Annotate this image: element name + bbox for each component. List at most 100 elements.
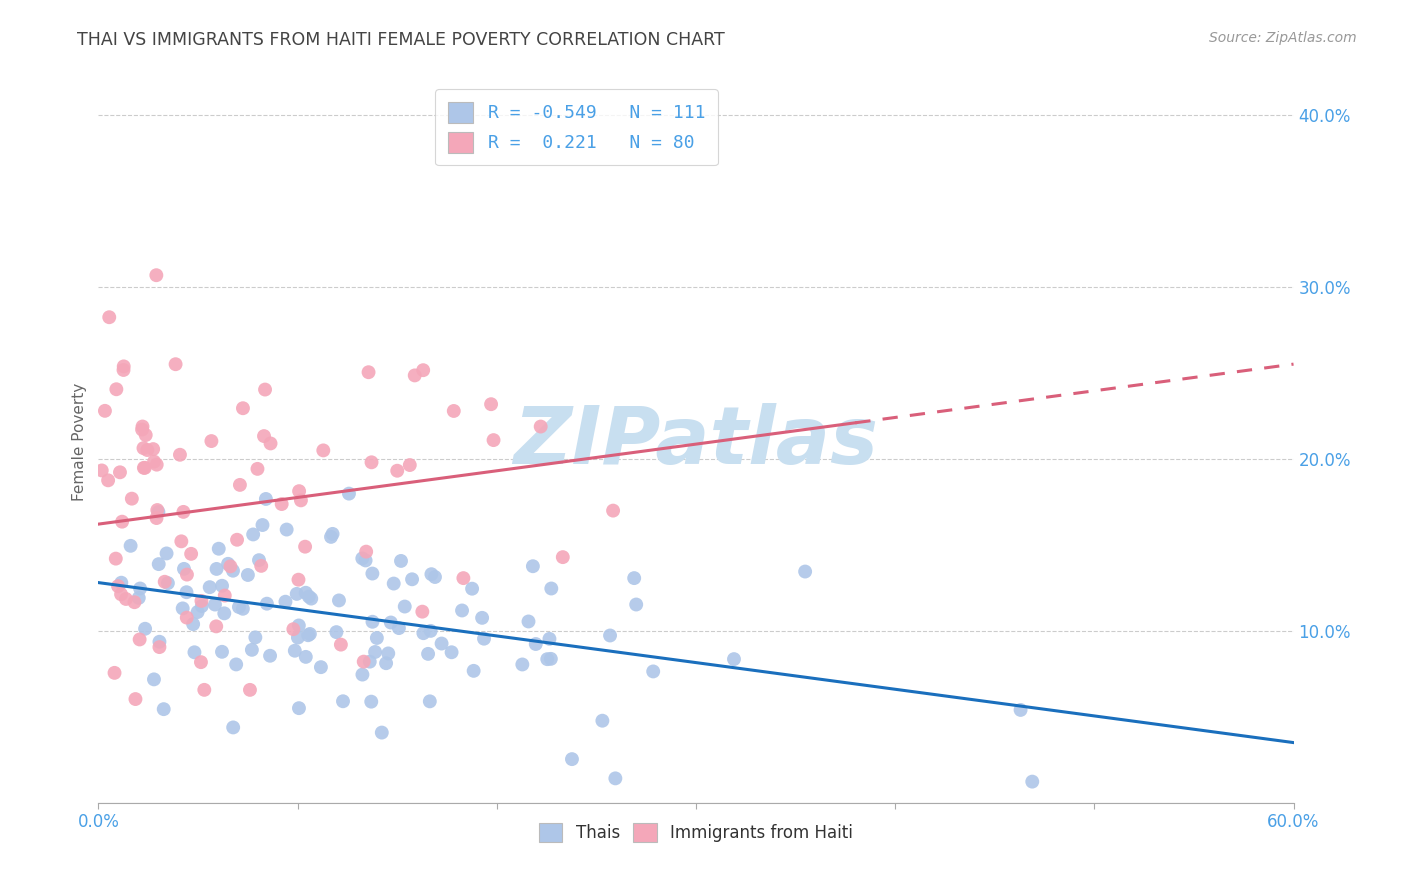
- Point: [190, 594, 212, 608]
- Point: [375, 656, 398, 670]
- Point: [451, 603, 474, 617]
- Point: [187, 605, 209, 619]
- Point: [222, 564, 245, 578]
- Point: [723, 652, 745, 666]
- Point: [440, 645, 463, 659]
- Point: [132, 441, 155, 455]
- Point: [112, 359, 135, 374]
- Point: [222, 721, 245, 735]
- Point: [169, 448, 191, 462]
- Point: [170, 534, 193, 549]
- Point: [322, 527, 344, 541]
- Point: [214, 607, 236, 621]
- Point: [312, 443, 335, 458]
- Point: [538, 632, 561, 646]
- Point: [287, 573, 309, 587]
- Point: [200, 434, 222, 448]
- Point: [146, 503, 169, 517]
- Point: [153, 574, 176, 589]
- Point: [121, 491, 143, 506]
- Point: [148, 634, 170, 648]
- Point: [332, 694, 354, 708]
- Point: [540, 652, 562, 666]
- Text: THAI VS IMMIGRANTS FROM HAITI FEMALE POVERTY CORRELATION CHART: THAI VS IMMIGRANTS FROM HAITI FEMALE POV…: [77, 31, 725, 49]
- Point: [143, 673, 166, 687]
- Point: [420, 567, 443, 582]
- Point: [353, 655, 375, 669]
- Point: [107, 579, 129, 593]
- Point: [246, 462, 269, 476]
- Point: [471, 611, 494, 625]
- Point: [398, 458, 420, 472]
- Point: [254, 491, 277, 506]
- Point: [288, 618, 311, 632]
- Point: [136, 443, 159, 458]
- Text: Source: ZipAtlas.com: Source: ZipAtlas.com: [1209, 31, 1357, 45]
- Point: [205, 619, 228, 633]
- Point: [463, 664, 485, 678]
- Point: [352, 667, 374, 681]
- Point: [297, 628, 319, 642]
- Point: [274, 595, 297, 609]
- Point: [319, 530, 342, 544]
- Point: [290, 493, 312, 508]
- Point: [104, 551, 127, 566]
- Point: [389, 554, 412, 568]
- Point: [120, 539, 142, 553]
- Point: [90, 463, 112, 477]
- Point: [155, 546, 177, 560]
- Point: [357, 365, 380, 379]
- Point: [131, 419, 153, 434]
- Point: [512, 657, 534, 672]
- Point: [354, 553, 377, 567]
- Point: [294, 649, 316, 664]
- Point: [208, 541, 231, 556]
- Point: [299, 591, 322, 606]
- Point: [219, 559, 242, 574]
- Point: [259, 648, 281, 663]
- Point: [254, 383, 277, 397]
- Point: [214, 589, 236, 603]
- Point: [270, 497, 292, 511]
- Point: [145, 511, 167, 525]
- Point: [193, 682, 215, 697]
- Point: [482, 433, 505, 447]
- Point: [148, 557, 170, 571]
- Point: [288, 484, 311, 499]
- Point: [259, 436, 281, 450]
- Point: [165, 357, 187, 371]
- Point: [204, 598, 226, 612]
- Point: [298, 627, 321, 641]
- Point: [551, 550, 574, 565]
- Point: [134, 460, 156, 475]
- Point: [217, 557, 239, 571]
- Point: [253, 429, 276, 443]
- Point: [145, 458, 167, 472]
- Point: [284, 644, 307, 658]
- Point: [180, 547, 202, 561]
- Point: [298, 590, 321, 604]
- Point: [232, 401, 254, 416]
- Point: [540, 582, 562, 596]
- Point: [94, 404, 117, 418]
- Point: [134, 622, 156, 636]
- Point: [419, 624, 441, 638]
- Point: [536, 652, 558, 666]
- Point: [232, 601, 254, 615]
- Point: [412, 363, 434, 377]
- Point: [328, 593, 350, 607]
- Point: [205, 562, 228, 576]
- Point: [561, 752, 583, 766]
- Point: [145, 268, 167, 283]
- Legend: Thais, Immigrants from Haiti: Thais, Immigrants from Haiti: [533, 816, 859, 848]
- Point: [129, 582, 152, 596]
- Point: [148, 505, 170, 519]
- Point: [371, 725, 394, 739]
- Y-axis label: Female Poverty: Female Poverty: [72, 383, 87, 500]
- Point: [198, 580, 221, 594]
- Point: [173, 562, 195, 576]
- Point: [530, 419, 553, 434]
- Point: [142, 442, 165, 456]
- Point: [423, 570, 446, 584]
- Point: [97, 473, 120, 487]
